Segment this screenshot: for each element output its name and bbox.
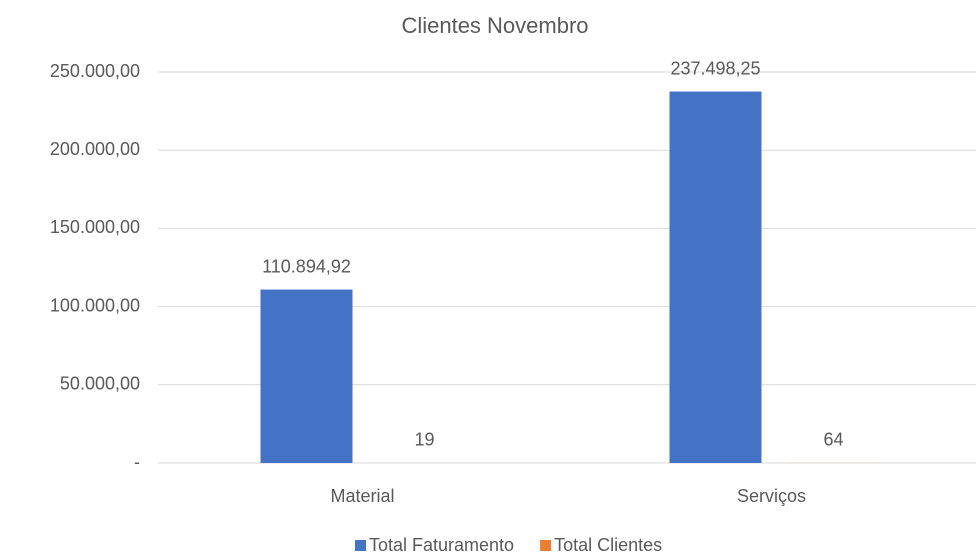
y-tick-label: - [134, 452, 140, 472]
data-label: 64 [823, 430, 843, 450]
legend-swatch [540, 540, 552, 551]
data-label: 237.498,25 [670, 58, 760, 78]
y-tick-label: 50.000,00 [60, 374, 140, 394]
legend-label: Total Faturamento [369, 535, 514, 555]
chart-title: Clientes Novembro [401, 13, 588, 38]
legend-swatch [355, 540, 366, 551]
x-tick-label: Material [330, 486, 394, 506]
y-tick-label: 200.000,00 [50, 139, 140, 159]
bar [669, 91, 762, 463]
y-tick-label: 100.000,00 [50, 295, 140, 315]
bar [260, 289, 353, 463]
legend-label: Total Clientes [554, 535, 662, 555]
y-tick-label: 150.000,00 [50, 217, 140, 237]
x-tick-label: Serviços [737, 486, 806, 506]
y-tick-label: 250.000,00 [50, 61, 140, 81]
data-label: 19 [414, 430, 434, 450]
data-label: 110.894,92 [262, 256, 351, 276]
